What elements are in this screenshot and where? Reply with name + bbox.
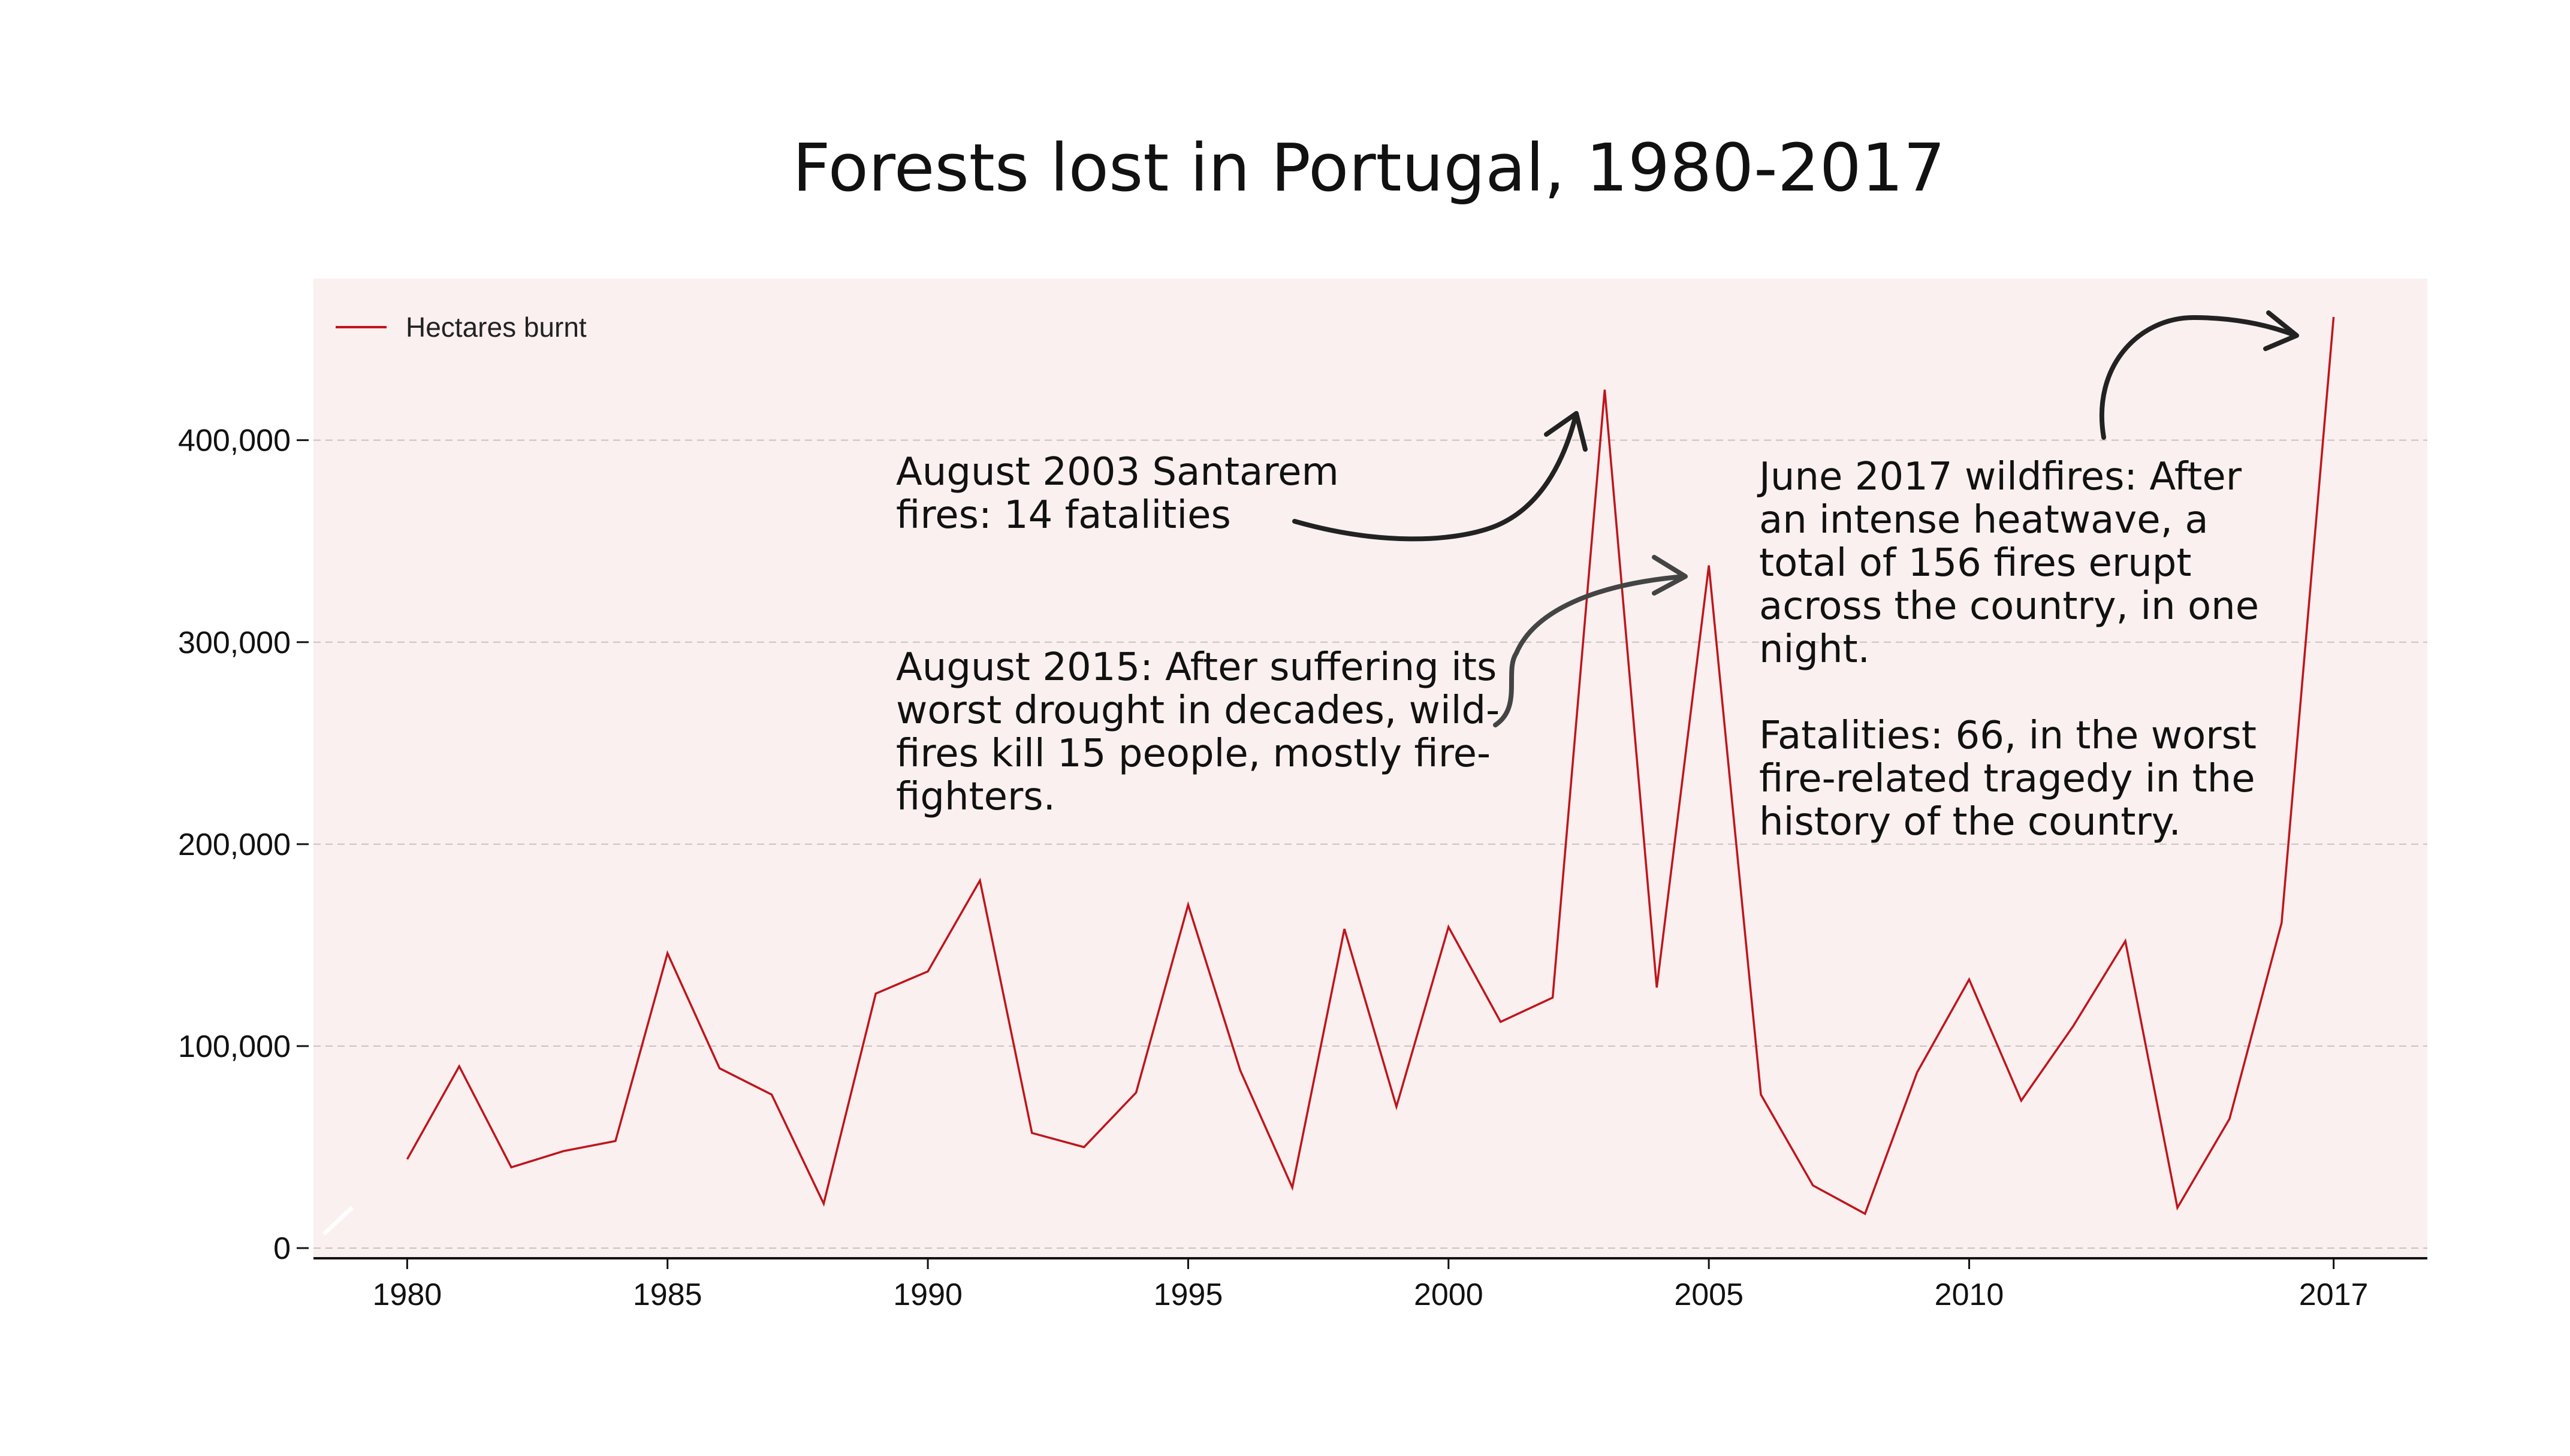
- y-tick-label: 100,000: [178, 1029, 291, 1064]
- data-point: [1863, 1212, 1868, 1216]
- data-point: [2123, 939, 2128, 944]
- series-line-hectares-burnt: [406, 316, 2335, 1216]
- annotation-june-2017: June 2017 wildfires: After an intense he…: [1759, 455, 2260, 844]
- data-point: [717, 1066, 722, 1071]
- series-layer: [405, 315, 2336, 1216]
- data-point: [1706, 563, 1711, 568]
- data-point: [1030, 1131, 1034, 1135]
- data-point: [2019, 1098, 2023, 1103]
- data-point: [2175, 1206, 2180, 1210]
- data-point: [1446, 925, 1451, 929]
- arrow-june2017: [2099, 315, 2298, 440]
- data-point: [613, 1138, 618, 1143]
- data-point: [1290, 1185, 1295, 1190]
- data-point: [1967, 977, 1972, 982]
- data-point: [1134, 1090, 1139, 1095]
- axis-corner-mark: [322, 1206, 354, 1236]
- data-point: [1342, 926, 1347, 931]
- y-tick-label: 400,000: [178, 424, 291, 458]
- data-point: [457, 1064, 461, 1069]
- y-axis: 0 100,000 200,000 300,000 400,000: [178, 424, 309, 1266]
- x-tick-label: 2010: [1935, 1277, 2004, 1312]
- annotation-arrows: [1292, 310, 2299, 727]
- annotation-santarem: August 2003 Santarem fires: 14 fatalitie…: [896, 450, 1339, 537]
- data-point: [2227, 1116, 2232, 1121]
- legend-label: Hectares burnt: [406, 312, 587, 343]
- data-point: [1811, 1183, 1815, 1188]
- legend: Hectares burnt: [336, 312, 587, 343]
- data-point: [1498, 1019, 1503, 1024]
- y-tick-label: 200,000: [178, 827, 291, 862]
- data-point: [1758, 1092, 1763, 1097]
- data-point: [925, 969, 930, 974]
- data-point: [2071, 1023, 2076, 1028]
- arrow-santarem: [1292, 411, 1579, 542]
- data-point: [509, 1165, 514, 1170]
- data-point: [561, 1149, 566, 1153]
- data-point: [821, 1201, 826, 1206]
- x-axis: 1980 1985 1990 1995 2000 2005 2010 2017: [373, 1258, 2369, 1312]
- x-tick-label: 1980: [373, 1277, 442, 1312]
- annotation-drought-2015: August 2015: After suffering its worst d…: [896, 645, 1500, 819]
- data-point: [1394, 1104, 1399, 1109]
- data-point: [665, 951, 670, 956]
- data-point: [1186, 902, 1190, 907]
- x-tick-label: 1985: [633, 1277, 702, 1312]
- y-tick-label: 300,000: [178, 626, 291, 660]
- data-point: [1082, 1144, 1087, 1149]
- x-tick-label: 2017: [2299, 1277, 2369, 1312]
- data-point: [978, 878, 982, 883]
- data-point: [1602, 387, 1607, 392]
- data-point: [769, 1092, 774, 1097]
- data-point: [2279, 920, 2284, 925]
- data-point: [1238, 1068, 1242, 1073]
- data-point: [873, 991, 878, 996]
- x-tick-label: 2000: [1414, 1277, 1483, 1312]
- data-point: [2331, 315, 2336, 319]
- data-point: [1551, 995, 1555, 1000]
- data-point: [405, 1157, 409, 1162]
- data-point: [1915, 1070, 1920, 1075]
- chart-title: Forests lost in Portugal, 1980-2017: [792, 129, 1945, 206]
- arrow-2015: [1493, 574, 1687, 727]
- arrowhead-2015: [1652, 555, 1688, 596]
- arrowhead-santarem: [1544, 411, 1588, 452]
- data-point: [1654, 985, 1659, 990]
- grid: [313, 439, 2427, 1249]
- y-tick-label: 0: [273, 1231, 291, 1266]
- x-tick-label: 2005: [1674, 1277, 1744, 1312]
- arrowhead-june2017: [2263, 310, 2299, 351]
- plot-background: [313, 279, 2427, 1258]
- x-tick-label: 1995: [1154, 1277, 1223, 1312]
- x-tick-label: 1990: [893, 1277, 963, 1312]
